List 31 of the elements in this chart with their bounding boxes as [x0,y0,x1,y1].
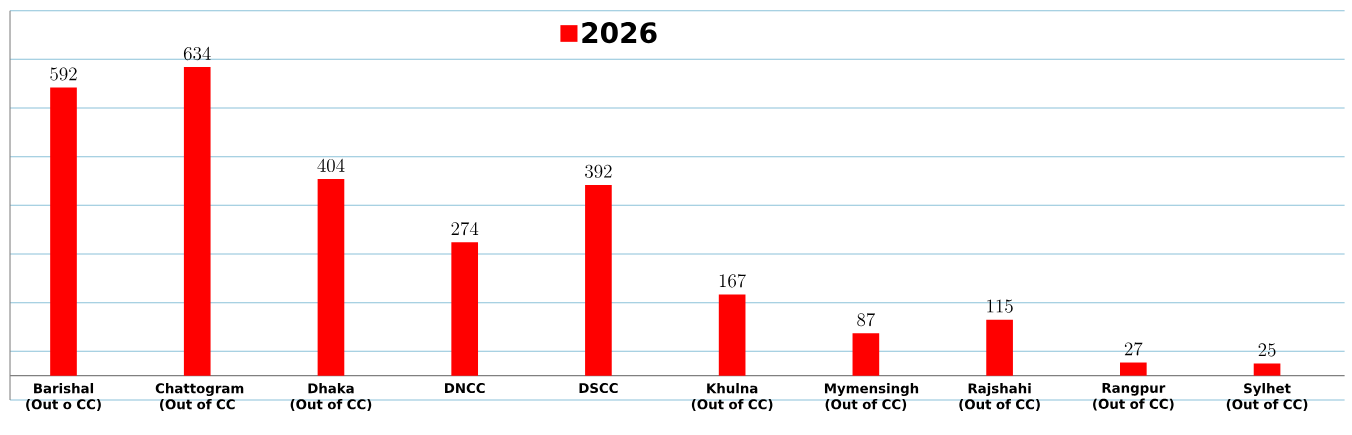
data-label: 592 [50,67,77,81]
x-tick-label: Mymensingh (Out of CC) [824,383,919,412]
x-tick-label: Sylhet (Out of CC) [1226,383,1308,412]
data-label: 392 [585,164,612,179]
bar [317,179,345,376]
data-label: 87 [857,313,875,327]
bar [585,185,612,376]
bar [986,319,1013,376]
data-label: 167 [719,274,746,288]
bar [183,67,211,376]
data-label: 404 [317,158,345,173]
x-tick-label: Rangpur (Out of CC) [1093,383,1174,411]
legend-label: 2026 [582,22,657,44]
data-label: 274 [451,222,479,236]
x-tick-label: DSCC [579,383,618,394]
bar [852,333,880,376]
bar [451,242,479,376]
bar [1119,362,1147,376]
bar [50,87,77,376]
data-label: 634 [183,46,211,61]
bar [1253,363,1281,376]
bar [718,294,746,376]
x-tick-label: Rajshahi (Out of CC) [959,383,1040,412]
x-tick-label: Dhaka (Out of CC) [290,383,372,412]
data-label: 115 [987,299,1013,313]
x-tick-label: Chattogram (Out of CC [155,383,244,412]
x-tick-label: Barishal (Out o CC) [26,383,101,412]
data-label: 27 [1124,342,1143,356]
x-tick-label: Khulna (Out of CC) [691,383,773,412]
data-label: 25 [1258,343,1276,357]
x-tick-label: DNCC [445,383,485,394]
